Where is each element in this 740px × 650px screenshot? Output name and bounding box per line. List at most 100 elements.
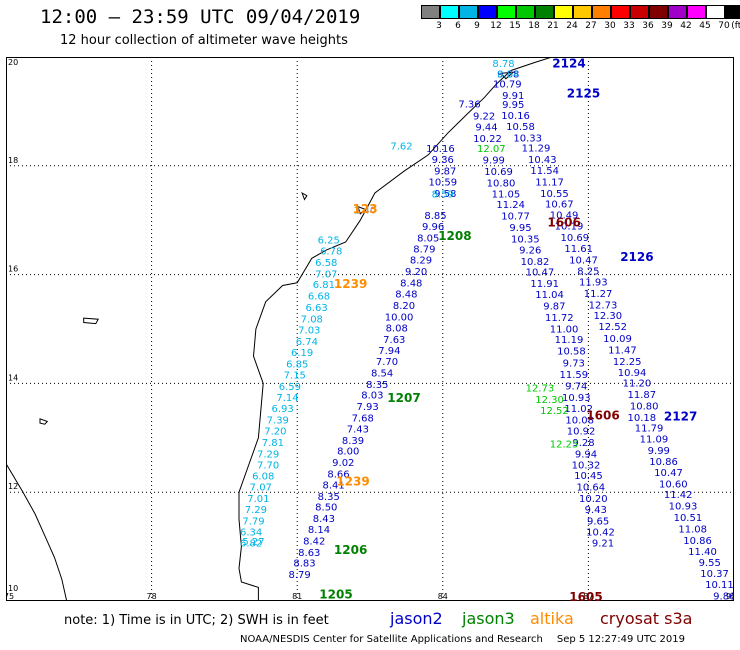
wave-height-value: 10.55 xyxy=(540,189,569,200)
wave-height-value: 7.68 xyxy=(352,414,374,425)
pass-id-label: 123 xyxy=(353,202,378,216)
wave-height-value: 7.39 xyxy=(267,416,289,427)
colorbar-label: 45 xyxy=(699,21,711,31)
wave-height-value: 12.07 xyxy=(477,144,506,155)
wave-height-value: 9.65 xyxy=(587,516,609,527)
wave-height-value: 10.43 xyxy=(528,155,557,166)
wave-height-value: 10.58 xyxy=(506,122,535,133)
map-grid xyxy=(6,57,734,601)
wave-height-value: 8.63 xyxy=(298,548,320,559)
wave-height-value: 10.47 xyxy=(526,268,555,279)
wave-height-map: 75 78 81 84 87 90 10 12 14 16 18 20 9.88 10.79 9.91 9.… xyxy=(6,57,734,601)
wave-height-value: 7.03 xyxy=(298,325,320,336)
colorbar-swatch xyxy=(516,5,535,19)
pass-id-label: 2127 xyxy=(664,409,697,423)
wave-height-value: 11.20 xyxy=(623,379,652,390)
wave-height-value: 11.79 xyxy=(635,423,664,434)
wave-height-value: 10.67 xyxy=(545,200,574,211)
wave-height-value: 8.54 xyxy=(371,368,393,379)
colorbar-swatch xyxy=(554,5,573,19)
wave-height-value: 12.73 xyxy=(526,384,555,395)
colorbar-swatch xyxy=(725,5,740,19)
wave-height-value: 7.36 xyxy=(458,100,480,111)
map-frame xyxy=(6,57,734,601)
lon-tick-label: 78 xyxy=(147,592,157,601)
coastline xyxy=(6,57,553,601)
wave-height-value: 8.85 xyxy=(424,211,446,222)
wave-height-value: 9.95 xyxy=(509,223,531,234)
wave-height-value: 8.84 xyxy=(497,70,519,81)
colorbar-label: 30 xyxy=(604,21,616,31)
wave-height-value: 8.14 xyxy=(308,525,330,536)
satellite-legend-item: altika xyxy=(530,609,574,628)
wave-height-value: 11.02 xyxy=(564,404,593,415)
wave-height-value: 7.20 xyxy=(264,427,286,438)
colorbar-swatch xyxy=(706,5,725,19)
wave-height-value: 11.59 xyxy=(559,370,588,381)
coastline-island xyxy=(83,317,100,325)
wave-height-value: 10.42 xyxy=(586,528,615,539)
wave-height-value: 7.15 xyxy=(284,371,306,382)
wave-height-value: 11.04 xyxy=(535,290,564,301)
wave-height-value: 10.59 xyxy=(428,177,457,188)
wave-height-value: 10.47 xyxy=(654,468,683,479)
wave-height-value: 10.86 xyxy=(683,536,712,547)
wave-height-value: 8.03 xyxy=(361,391,383,402)
colorbar-label: 9 xyxy=(474,21,480,31)
colorbar-swatch xyxy=(668,5,687,19)
wave-height-value: 8.41 xyxy=(322,480,344,491)
wave-height-value: 10.35 xyxy=(511,235,540,246)
wave-height-value: 6.81 xyxy=(313,280,335,291)
pass-id-label: 1239 xyxy=(336,475,369,489)
wave-height-value: 8.48 xyxy=(395,289,417,300)
lat-tick-label: 10 xyxy=(8,584,18,593)
wave-height-value: 7.62 xyxy=(390,142,412,153)
colorbar-swatch xyxy=(440,5,459,19)
wave-height-value: 6.82 xyxy=(240,539,262,550)
colorbar-label: 24 xyxy=(566,21,578,31)
wave-height-value: 8.59 xyxy=(432,189,454,200)
pass-id-label: 2125 xyxy=(567,86,600,100)
coastline-island xyxy=(39,418,49,425)
pass-id-label: 1205 xyxy=(319,587,352,601)
colorbar-label: 39 xyxy=(661,21,673,31)
wave-height-value: 12.25 xyxy=(550,440,579,451)
colorbar-swatch xyxy=(535,5,554,19)
wave-height-value: 10.58 xyxy=(557,347,586,358)
wave-height-value: 7.29 xyxy=(257,449,279,460)
wave-height-value: 6.63 xyxy=(305,303,327,314)
wave-height-value: 6.08 xyxy=(252,472,274,483)
coastline-india xyxy=(6,57,553,601)
wave-height-value: 11.54 xyxy=(530,166,559,177)
wave-height-value: 10.51 xyxy=(674,513,703,524)
lon-tick-label: 87 xyxy=(583,592,593,601)
lon-tick-label: 90 xyxy=(726,592,734,601)
wave-height-value: 11.87 xyxy=(627,390,656,401)
wave-height-value: 9.95 xyxy=(502,100,524,111)
colorbar-swatch xyxy=(459,5,478,19)
wave-height-value: 7.94 xyxy=(378,346,400,357)
pass-id-label: 1606 xyxy=(547,216,580,230)
wave-height-value: 7.70 xyxy=(376,357,398,368)
colorbar-label: 21 xyxy=(547,21,559,31)
wave-height-value: 8.66 xyxy=(327,470,349,481)
wave-height-value: 5.27 xyxy=(242,537,264,548)
wave-height-value: 7.43 xyxy=(347,424,369,435)
wave-height-value: 11.40 xyxy=(688,547,717,558)
pass-id-label: 1207 xyxy=(387,391,420,405)
wave-height-value: 9.28 xyxy=(572,438,594,449)
wave-height-value: 11.09 xyxy=(640,435,669,446)
footer: NOAA/NESDIS Center for Satellite Applica… xyxy=(240,634,685,645)
wave-height-value: 10.82 xyxy=(521,257,550,268)
wave-height-value: 8.48 xyxy=(400,279,422,290)
wave-height-value: 7.14 xyxy=(276,393,298,404)
wave-height-value: 11.05 xyxy=(492,189,521,200)
wave-height-value: 10.86 xyxy=(649,457,678,468)
wave-height-value: 9.96 xyxy=(422,222,444,233)
wave-height-value: 10.60 xyxy=(659,479,688,490)
colorbar-label: 15 xyxy=(509,21,521,31)
wave-height-value: 6.19 xyxy=(291,348,313,359)
lon-tick-label: 81 xyxy=(292,592,302,601)
wave-height-value: 9.94 xyxy=(575,449,597,460)
wave-height-value: 9.36 xyxy=(432,155,454,166)
